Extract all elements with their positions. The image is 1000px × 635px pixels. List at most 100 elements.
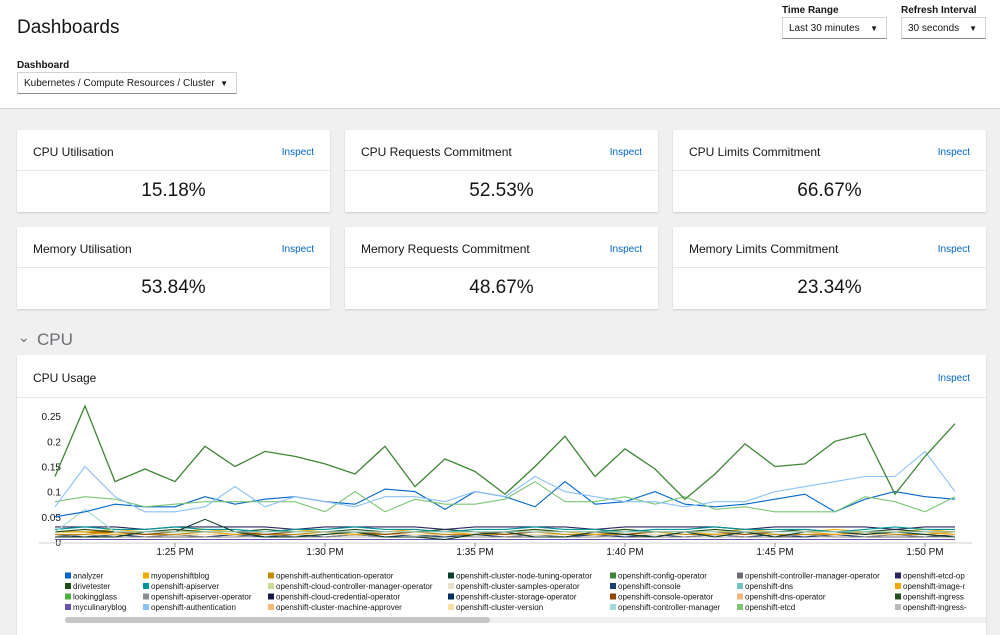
stat-card: Memory Utilisation Inspect 53.84% xyxy=(17,227,330,309)
legend-item[interactable]: myopenshiftblog xyxy=(143,572,209,581)
legend-label: openshift-dns xyxy=(745,582,793,591)
dropdown[interactable]: Kubernetes / Compute Resources / Cluster… xyxy=(17,72,237,94)
legend-swatch xyxy=(268,593,274,600)
legend-label: openshift-authentication-operator xyxy=(276,572,394,581)
legend-swatch xyxy=(143,604,149,610)
legend-item[interactable]: openshift-cluster-storage-operator xyxy=(448,593,577,602)
legend-swatch xyxy=(65,604,71,610)
dropdown-value: 30 seconds xyxy=(908,23,960,34)
series-line xyxy=(54,480,956,513)
card-title: Memory Requests Commitment xyxy=(361,242,530,256)
legend-swatch xyxy=(448,583,454,589)
legend-item[interactable]: openshift-cloud-controller-manager-opera… xyxy=(268,582,433,591)
dropdown[interactable]: Last 30 minutes ▼ xyxy=(782,17,887,39)
legend-item[interactable]: analyzer xyxy=(65,572,104,581)
legend-item[interactable]: openshift-apiserver xyxy=(143,582,219,591)
divider xyxy=(345,267,658,268)
legend-item[interactable]: openshift-dns xyxy=(737,582,793,591)
legend-item[interactable]: drivetester xyxy=(65,582,111,591)
inspect-link[interactable]: Inspect xyxy=(937,147,970,158)
inspect-link[interactable]: Inspect xyxy=(281,244,314,255)
legend-label: openshift-image-r xyxy=(903,582,966,591)
filter-label: Dashboard xyxy=(17,60,70,71)
legend-item[interactable]: openshift-cluster-machine-approver xyxy=(268,603,402,612)
card-value: 15.18% xyxy=(141,180,206,201)
chart-card: 00.050.10.150.20.251:25 PM1:30 PM1:35 PM… xyxy=(17,355,986,635)
divider xyxy=(17,397,986,398)
filter-label: Time Range xyxy=(782,5,839,16)
dropdown[interactable]: 30 seconds ▼ xyxy=(901,17,986,39)
legend-item[interactable]: openshift-apiserver-operator xyxy=(143,593,252,602)
legend-label: openshift-console-operator xyxy=(618,593,714,602)
filter-label: Refresh Interval xyxy=(901,5,977,16)
legend-swatch xyxy=(610,583,616,589)
stat-card: Memory Limits Commitment Inspect 23.34% xyxy=(673,227,986,309)
legend-item[interactable]: openshift-cluster-node-tuning-operator xyxy=(448,572,592,581)
legend-item[interactable]: openshift-etcd-op xyxy=(895,572,965,581)
y-tick-label: 0.05 xyxy=(42,513,62,524)
legend-item[interactable]: openshift-console-operator xyxy=(610,593,714,602)
legend-swatch xyxy=(143,572,149,579)
legend-item[interactable]: openshift-authentication-operator xyxy=(268,572,394,581)
legend-label: openshift-etcd-op xyxy=(903,572,965,581)
inspect-link[interactable]: Inspect xyxy=(609,244,642,255)
series-line xyxy=(54,526,955,533)
card-value: 48.67% xyxy=(469,277,534,298)
x-tick-label: 1:30 PM xyxy=(306,547,343,558)
page-title: Dashboards xyxy=(17,17,120,38)
legend-label: openshift-cluster-storage-operator xyxy=(456,593,577,602)
legend-label: openshift-cloud-credential-operator xyxy=(276,593,400,602)
legend-item[interactable]: openshift-cloud-credential-operator xyxy=(268,593,400,602)
legend-swatch xyxy=(268,583,274,589)
legend-label: lookingglass xyxy=(73,593,117,602)
series-line xyxy=(55,526,955,530)
legend-label: openshift-cluster-node-tuning-operator xyxy=(456,572,592,581)
legend-item[interactable]: openshift-authentication xyxy=(143,603,236,612)
legend-swatch xyxy=(737,593,743,600)
legend-label: openshift-apiserver xyxy=(151,582,219,591)
legend-item[interactable]: openshift-controller-manager xyxy=(610,603,721,612)
legend-item[interactable]: openshift-image-r xyxy=(895,582,966,591)
stat-card: CPU Limits Commitment Inspect 66.67% xyxy=(673,130,986,212)
legend-swatch xyxy=(143,593,149,600)
section-title: CPU xyxy=(37,330,73,349)
legend-label: openshift-authentication xyxy=(151,603,236,612)
legend-item[interactable]: openshift-cluster-version xyxy=(448,603,543,612)
x-tick-label: 1:25 PM xyxy=(156,547,193,558)
inspect-link[interactable]: Inspect xyxy=(609,147,642,158)
legend-swatch xyxy=(895,572,901,579)
legend-item[interactable]: openshift-etcd xyxy=(737,603,795,612)
legend-swatch xyxy=(448,604,454,610)
legend-label: openshift-ingress- xyxy=(903,603,967,612)
legend-item[interactable]: openshift-controller-manager-operator xyxy=(737,572,880,581)
legend-item[interactable]: openshift-console xyxy=(610,582,681,591)
legend-item[interactable]: openshift-dns-operator xyxy=(737,593,826,602)
legend-label: openshift-dns-operator xyxy=(745,593,826,602)
inspect-link[interactable]: Inspect xyxy=(937,373,970,384)
y-tick-label: 0.2 xyxy=(47,437,61,448)
inspect-link[interactable]: Inspect xyxy=(937,244,970,255)
legend-label: openshift-cluster-version xyxy=(456,603,543,612)
legend-item[interactable]: openshift-ingress xyxy=(895,593,964,602)
legend-item[interactable]: openshift-cluster-samples-operator xyxy=(448,582,580,591)
card-value: 53.84% xyxy=(141,277,206,298)
legend-swatch xyxy=(737,604,743,610)
inspect-link[interactable]: Inspect xyxy=(281,147,314,158)
chart-title: CPU Usage xyxy=(33,371,97,385)
legend-item[interactable]: myculinaryblog xyxy=(65,603,126,612)
legend-swatch xyxy=(737,583,743,589)
divider xyxy=(345,170,658,171)
legend-item[interactable]: openshift-config-operator xyxy=(610,572,707,581)
y-tick-label: 0.25 xyxy=(42,412,62,423)
card-title: CPU Utilisation xyxy=(33,145,114,159)
caret: ▼ xyxy=(969,24,977,33)
x-tick-label: 1:45 PM xyxy=(756,547,793,558)
header: Dashboards Dashboard Kubernetes / Compute … xyxy=(0,0,1000,109)
legend-swatch xyxy=(610,604,616,610)
legend-swatch xyxy=(737,572,743,579)
section-toggle[interactable]: ⌄ xyxy=(18,329,30,345)
legend-item[interactable]: openshift-ingress- xyxy=(895,603,967,612)
legend-swatch xyxy=(610,572,616,579)
legend-item[interactable]: lookingglass xyxy=(65,593,117,602)
series-line xyxy=(54,450,956,513)
